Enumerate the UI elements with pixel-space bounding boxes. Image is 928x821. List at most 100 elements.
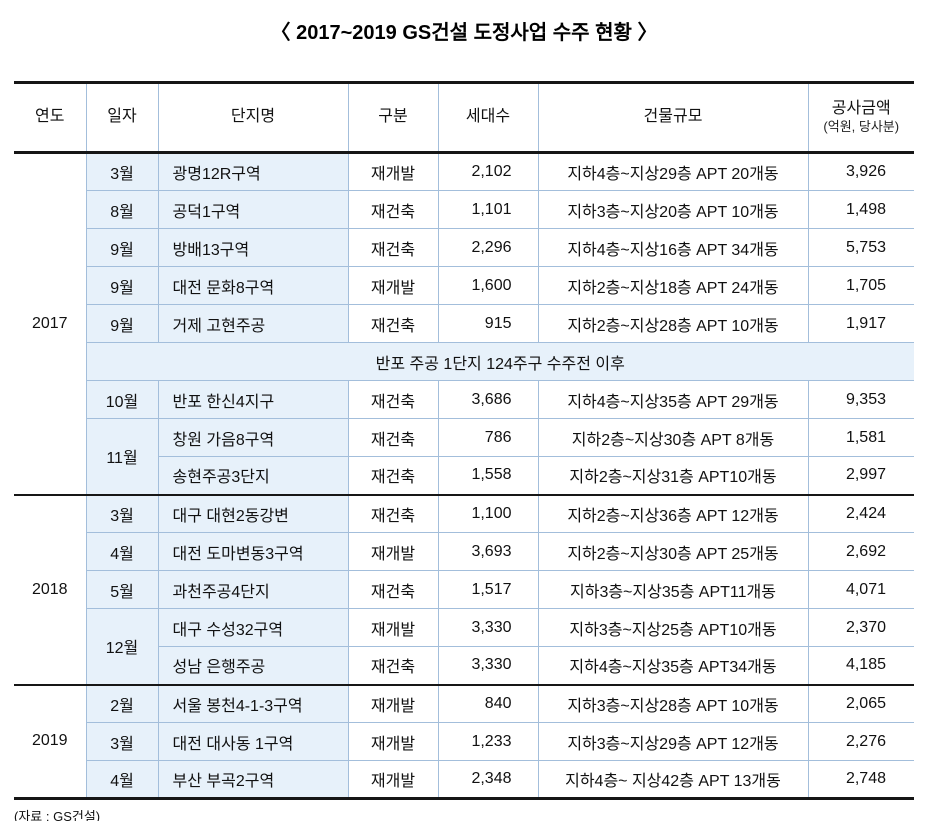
type-cell: 재개발 bbox=[347, 532, 439, 571]
amount-cell: 5,753 bbox=[807, 228, 914, 267]
name-cell: 송현주공3단지 bbox=[158, 456, 349, 495]
col-header-scale: 건물규모 bbox=[537, 82, 809, 154]
units-cell: 915 bbox=[437, 304, 539, 343]
amount-cell: 1,498 bbox=[807, 190, 914, 229]
month-cell: 3월 bbox=[85, 152, 159, 191]
scale-cell: 지하3층~지상35층 APT11개동 bbox=[537, 570, 809, 609]
units-cell: 3,330 bbox=[437, 608, 539, 647]
page-title: 〈 2017~2019 GS건설 도정사업 수주 현황 〉 bbox=[270, 22, 658, 44]
name-cell: 과천주공4단지 bbox=[157, 570, 349, 609]
col-header-amount-main: 공사금액 bbox=[831, 99, 891, 117]
name-cell: 대구 대현2동강변 bbox=[157, 493, 349, 533]
name-cell: 성남 은행주공 bbox=[158, 646, 349, 685]
name-cell: 대전 도마변동3구역 bbox=[157, 532, 349, 571]
type-cell: 재건축 bbox=[347, 456, 439, 495]
table-row: 8월 공덕1구역 재건축 1,101 지하3층~지상20층 APT 10개동 1… bbox=[14, 190, 914, 229]
table-row: 2017 3월 광명12R구역 재개발 2,102 지하4층~지상29층 APT… bbox=[14, 152, 914, 495]
name-cell: 대구 수성32구역 bbox=[157, 608, 349, 647]
header-row: 연도 일자 단지명 구분 세대수 건물규모 공사금액 (억원, 당사분) bbox=[14, 82, 914, 154]
type-cell: 재건축 bbox=[347, 228, 439, 267]
orders-table: 연도 일자 단지명 구분 세대수 건물규모 공사금액 (억원, 당사분) 201… bbox=[14, 81, 914, 800]
type-cell: 재건축 bbox=[347, 418, 439, 457]
type-cell: 재건축 bbox=[347, 190, 439, 229]
month-cell: 3월 bbox=[86, 722, 159, 761]
units-cell: 3,686 bbox=[437, 380, 539, 419]
month-cell: 4월 bbox=[86, 760, 159, 799]
table-row: 12월 대구 수성32구역 재개발 3,330 지하3층~지상25층 APT10… bbox=[14, 608, 914, 685]
scale-cell: 지하4층~지상16층 APT 34개동 bbox=[537, 228, 809, 267]
month-cell: 12월 bbox=[86, 608, 159, 685]
scale-cell: 지하2층~지상30층 APT 25개동 bbox=[537, 532, 809, 571]
type-cell: 재개발 bbox=[347, 722, 439, 761]
scale-cell: 지하2층~지상30층 APT 8개동 bbox=[537, 418, 809, 457]
units-cell: 2,296 bbox=[437, 228, 539, 267]
type-cell: 재건축 bbox=[347, 570, 439, 609]
table-row: 2019 2월 서울 봉천4-1-3구역 재개발 840 지하3층~지상28층 … bbox=[14, 683, 914, 799]
scale-cell: 지하4층~ 지상42층 APT 13개동 bbox=[537, 760, 809, 799]
name-cell: 광명12R구역 bbox=[157, 152, 349, 191]
units-cell: 1,600 bbox=[437, 266, 539, 305]
table-row: 9월 방배13구역 재건축 2,296 지하4층~지상16층 APT 34개동 … bbox=[14, 228, 914, 267]
name-cell: 거제 고현주공 bbox=[157, 304, 349, 343]
name-cell: 대전 문화8구역 bbox=[157, 266, 349, 305]
year-cell: 2017 bbox=[14, 152, 87, 495]
units-cell: 3,330 bbox=[437, 646, 539, 685]
table-row: 4월 대전 도마변동3구역 재개발 3,693 지하2층~지상30층 APT 2… bbox=[14, 532, 914, 571]
month-cell: 9월 bbox=[86, 228, 159, 267]
name-cell: 부산 부곡2구역 bbox=[157, 760, 349, 799]
table-row: 4월 부산 부곡2구역 재개발 2,348 지하4층~ 지상42층 APT 13… bbox=[14, 760, 914, 799]
scale-cell: 지하3층~지상20층 APT 10개동 bbox=[537, 190, 809, 229]
scale-cell: 지하3층~지상28층 APT 10개동 bbox=[537, 683, 809, 723]
table-row: 9월 거제 고현주공 재건축 915 지하2층~지상28층 APT 10개동 1… bbox=[14, 304, 914, 343]
amount-cell: 1,917 bbox=[807, 304, 914, 343]
units-cell: 840 bbox=[437, 683, 539, 723]
amount-cell: 4,185 bbox=[807, 646, 914, 685]
name-cell: 공덕1구역 bbox=[157, 190, 349, 229]
name-cell: 반포 한신4지구 bbox=[157, 380, 349, 419]
name-cell: 방배13구역 bbox=[157, 228, 349, 267]
scale-cell: 지하2층~지상31층 APT10개동 bbox=[537, 456, 809, 495]
table-row: 11월 창원 가음8구역 재건축 786 지하2층~지상30층 APT 8개동 … bbox=[14, 418, 914, 495]
col-header-name: 단지명 bbox=[157, 82, 349, 154]
amount-cell: 2,065 bbox=[807, 683, 914, 723]
units-cell: 1,233 bbox=[437, 722, 539, 761]
scale-cell: 지하3층~지상29층 APT 12개동 bbox=[537, 722, 809, 761]
amount-cell: 1,581 bbox=[807, 418, 914, 457]
amount-cell: 4,071 bbox=[807, 570, 914, 609]
month-cell: 10월 bbox=[86, 380, 159, 419]
amount-cell: 2,276 bbox=[807, 722, 914, 761]
type-cell: 재개발 bbox=[347, 760, 439, 799]
note-row: 반포 주공 1단지 124주구 수주전 이후 bbox=[14, 342, 914, 381]
units-cell: 2,102 bbox=[437, 152, 539, 191]
type-cell: 재개발 bbox=[347, 266, 439, 305]
amount-cell: 2,692 bbox=[807, 532, 914, 571]
scale-cell: 지하2층~지상36층 APT 12개동 bbox=[537, 493, 809, 533]
amount-cell: 1,705 bbox=[807, 266, 914, 305]
units-cell: 1,100 bbox=[437, 493, 539, 533]
type-cell: 재건축 bbox=[347, 380, 439, 419]
col-header-amount: 공사금액 (억원, 당사분) bbox=[807, 82, 914, 154]
source-note: (자료 : GS건설) bbox=[14, 809, 101, 821]
col-header-year: 연도 bbox=[14, 82, 87, 154]
year-cell: 2019 bbox=[14, 683, 87, 799]
scale-cell: 지하4층~지상35층 APT34개동 bbox=[537, 646, 809, 685]
table-row: 9월 대전 문화8구역 재개발 1,600 지하2층~지상18층 APT 24개… bbox=[14, 266, 914, 305]
type-cell: 재건축 bbox=[347, 493, 439, 533]
amount-cell: 2,370 bbox=[807, 608, 914, 647]
scale-cell: 지하2층~지상28층 APT 10개동 bbox=[537, 304, 809, 343]
amount-cell: 2,997 bbox=[807, 456, 914, 495]
table-row: 3월 대전 대사동 1구역 재개발 1,233 지하3층~지상29층 APT 1… bbox=[14, 722, 914, 761]
scale-cell: 지하3층~지상25층 APT10개동 bbox=[537, 608, 809, 647]
name-cell: 창원 가음8구역 bbox=[157, 418, 349, 457]
type-cell: 재개발 bbox=[347, 683, 439, 723]
scale-cell: 지하2층~지상18층 APT 24개동 bbox=[537, 266, 809, 305]
scale-cell: 지하4층~지상29층 APT 20개동 bbox=[537, 152, 809, 191]
month-cell: 9월 bbox=[86, 266, 159, 305]
month-cell: 9월 bbox=[86, 304, 159, 343]
col-header-date: 일자 bbox=[85, 82, 159, 154]
units-cell: 786 bbox=[437, 418, 539, 457]
amount-cell: 2,424 bbox=[807, 493, 914, 533]
units-cell: 1,101 bbox=[437, 190, 539, 229]
type-cell: 재개발 bbox=[347, 608, 439, 647]
units-cell: 1,517 bbox=[437, 570, 539, 609]
